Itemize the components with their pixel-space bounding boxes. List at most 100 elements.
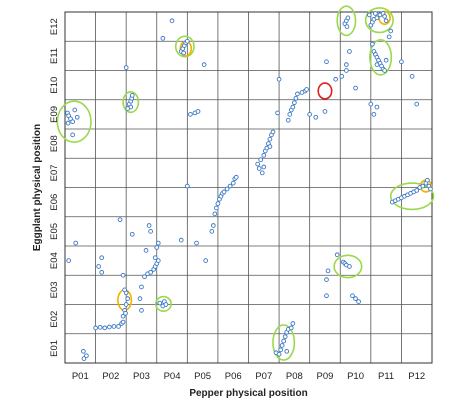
data-point — [353, 85, 358, 91]
data-point — [74, 114, 80, 120]
y-tick-label: E12 — [49, 18, 60, 35]
highlight-ellipse — [389, 182, 435, 211]
data-point — [388, 28, 394, 34]
data-point — [324, 277, 329, 282]
data-point — [333, 76, 339, 82]
data-point — [259, 170, 265, 176]
x-tick-label: P02 — [102, 371, 119, 382]
highlight-ellipse — [333, 254, 363, 279]
data-point — [203, 258, 209, 263]
data-point — [120, 313, 126, 319]
data-point — [278, 347, 283, 353]
x-tick-label: P06 — [225, 371, 242, 382]
data-point — [230, 180, 236, 186]
y-tick-label: E04 — [49, 252, 60, 269]
data-point — [160, 35, 166, 41]
data-point — [65, 120, 71, 126]
x-tick-label: P10 — [347, 371, 364, 382]
highlight-ellipse — [174, 35, 195, 58]
y-tick-label: E08 — [49, 135, 60, 152]
data-point — [293, 95, 299, 101]
data-point — [344, 68, 349, 73]
data-point — [425, 177, 430, 183]
data-point — [117, 217, 123, 223]
data-point — [120, 319, 126, 325]
y-tick-label: E09 — [49, 106, 60, 123]
data-point — [270, 129, 276, 135]
data-point — [288, 325, 294, 331]
data-point — [287, 112, 293, 117]
data-point — [353, 296, 358, 301]
data-point — [256, 166, 262, 171]
data-point — [409, 73, 415, 79]
data-point — [267, 144, 273, 149]
data-point — [194, 240, 199, 246]
highlight-ellipse — [122, 91, 140, 114]
data-point — [169, 18, 175, 24]
highlight-ellipse — [155, 295, 172, 313]
data-point — [157, 300, 163, 306]
data-point — [184, 38, 190, 44]
data-point — [399, 59, 404, 65]
data-point — [322, 109, 328, 114]
y-tick-label: E01 — [49, 340, 60, 357]
data-point — [209, 229, 215, 234]
data-point — [350, 293, 355, 299]
data-point — [195, 109, 201, 114]
data-point — [97, 324, 103, 330]
x-tick-label: P08 — [286, 371, 303, 382]
data-point — [284, 348, 290, 354]
data-point — [214, 205, 219, 211]
data-point — [282, 334, 288, 340]
data-point — [428, 186, 433, 192]
data-point — [345, 15, 351, 21]
highlight-ellipse — [336, 5, 357, 37]
data-point — [374, 62, 380, 67]
data-point — [382, 14, 387, 19]
x-tick-label: P12 — [408, 371, 425, 382]
data-point — [137, 296, 143, 301]
data-point — [275, 110, 280, 116]
y-tick-label: E03 — [49, 281, 60, 298]
data-point — [123, 302, 129, 307]
data-point — [72, 107, 78, 113]
data-point — [290, 321, 296, 326]
data-point — [148, 269, 153, 275]
data-point — [139, 308, 144, 313]
x-axis-label: Pepper physical position — [189, 388, 307, 399]
data-point — [143, 248, 149, 253]
x-tick-labels: P01 P02 P03 P04 P05 P06 P07 P08 P09 P10 P11 P12 — [72, 371, 425, 382]
data-point — [382, 68, 387, 73]
data-point — [227, 183, 233, 189]
data-point — [73, 240, 79, 246]
data-point — [347, 264, 352, 269]
data-point — [255, 161, 261, 167]
data-point — [210, 223, 216, 228]
data-point — [215, 201, 221, 206]
x-tick-label: P04 — [164, 371, 181, 382]
data-point — [414, 101, 420, 107]
y-tick-label: E05 — [49, 223, 60, 240]
data-point — [99, 255, 105, 261]
highlight-ellipse — [56, 100, 92, 143]
data-point — [281, 338, 287, 344]
data-point — [81, 356, 87, 361]
data-point — [152, 255, 158, 261]
data-point — [370, 41, 375, 47]
x-tick-label: P03 — [133, 371, 150, 382]
data-point — [129, 93, 135, 98]
data-point — [66, 258, 72, 263]
data-point — [233, 174, 239, 180]
data-point — [386, 34, 392, 40]
data-point — [374, 15, 380, 21]
data-point — [125, 106, 131, 111]
data-point — [383, 18, 389, 24]
data-point — [93, 325, 98, 331]
highlight-ellipse — [272, 324, 296, 361]
x-tick-label: P01 — [72, 371, 89, 382]
data-point — [261, 164, 267, 170]
data-point — [84, 353, 89, 359]
y-tick-label: E02 — [49, 311, 60, 328]
data-point — [224, 186, 230, 192]
